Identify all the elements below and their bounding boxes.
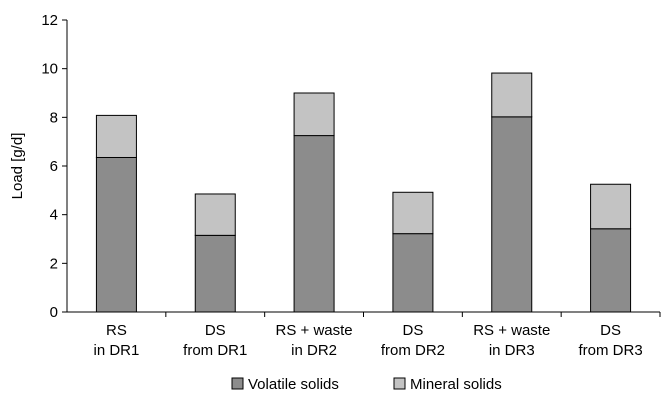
y-tick-label: 0 (50, 304, 58, 321)
y-tick-label: 2 (50, 255, 58, 272)
bar-segment-volatile-solids (590, 228, 632, 313)
bar-segment-volatile-solids (392, 233, 434, 313)
plot-area (66, 20, 660, 313)
x-category-label: from DR1 (183, 342, 247, 359)
bar-segment-mineral-solids (590, 183, 632, 230)
y-tick-label: 12 (41, 12, 58, 29)
y-tick-label: 4 (50, 207, 58, 224)
x-category-label: DS (205, 322, 226, 339)
legend-swatch (393, 377, 406, 390)
x-category-label: RS + waste (473, 322, 550, 339)
x-category-label: RS (106, 322, 127, 339)
legend-swatch (231, 377, 244, 390)
bar-segment-mineral-solids (194, 193, 236, 236)
x-category-label: from DR3 (578, 342, 642, 359)
y-tick-label: 6 (50, 158, 58, 175)
y-axis-ticks: 0 2 4 6 8 10 12 (41, 12, 67, 321)
x-category-label: in DR1 (93, 342, 139, 359)
x-category-label: from DR2 (381, 342, 445, 359)
legend-label: Mineral solids (410, 376, 502, 393)
x-category-label: DS (402, 322, 423, 339)
x-category-label: in DR3 (489, 342, 535, 359)
legend-label: Volatile solids (248, 376, 339, 393)
y-tick-label: 10 (41, 61, 58, 78)
x-category-label: DS (600, 322, 621, 339)
bar-segment-volatile-solids (293, 135, 335, 313)
bar-segment-volatile-solids (95, 156, 137, 313)
bar-segment-mineral-solids (392, 191, 434, 235)
y-axis-title: Load [g/d] (9, 133, 26, 200)
x-category-label: in DR2 (291, 342, 337, 359)
bar-segment-volatile-solids (491, 116, 533, 313)
bar-segment-mineral-solids (491, 72, 533, 118)
x-axis-category-labels: RS in DR1 DS from DR1 RS + waste in DR2 DS from… (93, 312, 661, 359)
legend: Volatile solids Mineral solids (231, 376, 502, 393)
bar-segment-volatile-solids (194, 234, 236, 313)
y-tick-label: 8 (50, 109, 58, 126)
x-category-label: RS + waste (276, 322, 353, 339)
bar-segment-mineral-solids (95, 114, 137, 158)
bar-segment-mineral-solids (293, 92, 335, 137)
